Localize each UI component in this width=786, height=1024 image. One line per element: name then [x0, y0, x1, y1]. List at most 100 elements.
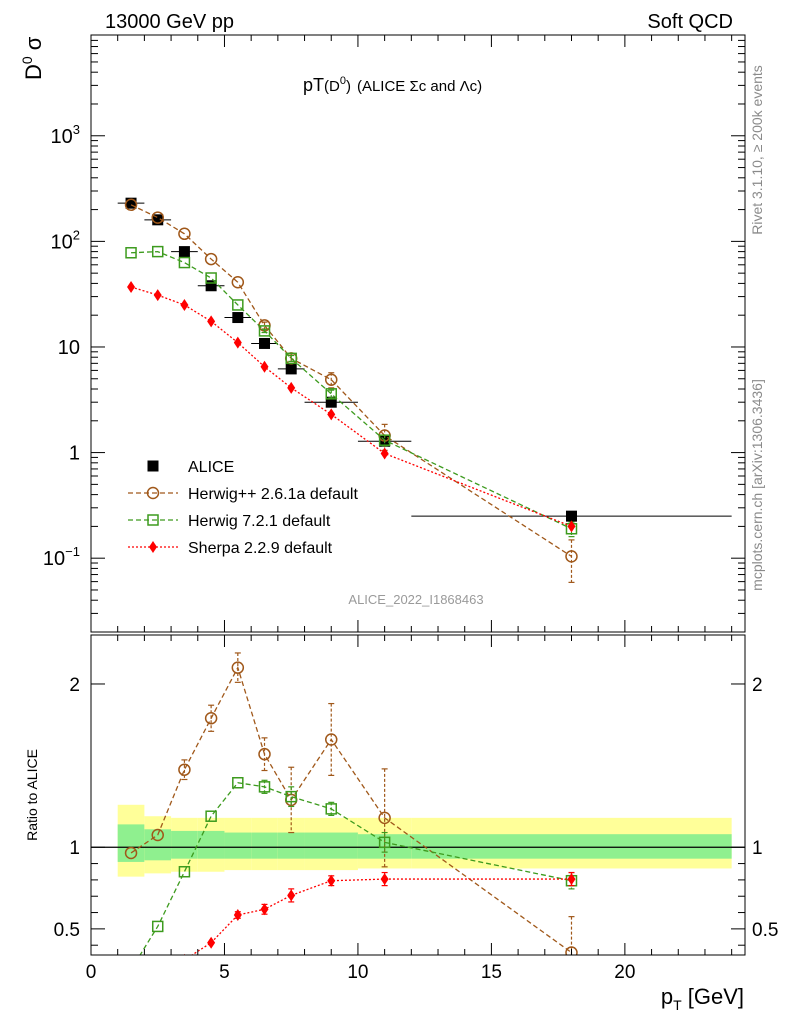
data-point [125, 197, 137, 209]
ratio-point [260, 903, 269, 916]
data-point [178, 256, 191, 269]
uncertainty-band-inner [171, 830, 198, 859]
ratio-point [378, 811, 391, 825]
ratio-line [190, 878, 572, 955]
data-point [233, 336, 242, 349]
data-point [231, 276, 245, 289]
series-line [130, 204, 572, 557]
x-tick-label: 0 [86, 962, 97, 983]
main-series [117, 197, 732, 583]
ratio-point [154, 973, 162, 985]
series-line [131, 250, 572, 530]
data-point [232, 312, 244, 324]
ratio-point [127, 977, 135, 989]
data-point [124, 198, 138, 212]
plot-title: pT(D0) (ALICE Σc and Λc) [303, 75, 482, 95]
data-point [285, 363, 297, 375]
data-point [258, 325, 271, 337]
ratio-point [258, 781, 271, 793]
ratio-point [126, 965, 136, 975]
ratio-point [205, 810, 217, 822]
main-axes: 10−1 1 10 102 103 [43, 34, 746, 633]
main-frame [90, 34, 746, 633]
ratio-series-1 [126, 777, 578, 975]
x-tick-label: 15 [481, 962, 502, 983]
main-y-tick-label: 102 [51, 227, 80, 253]
data-point [565, 510, 577, 522]
ratio-frame [90, 634, 746, 956]
ratio-point [287, 889, 296, 902]
data-point [232, 299, 244, 311]
data-point [207, 315, 216, 328]
legend-marker [146, 486, 160, 500]
legend: ALICE Herwig++ 2.6.1a default Herwig 7.2.1… [128, 459, 358, 557]
ratio-point [151, 828, 164, 842]
data-point [324, 373, 338, 386]
ratio-series-2 [127, 871, 576, 989]
ratio-point [258, 747, 271, 761]
ratio-point [178, 865, 191, 878]
data-point [151, 211, 164, 224]
legend-item-2: Herwig 7.2.1 default [128, 513, 331, 530]
data-point [125, 247, 137, 259]
ratio-point [124, 846, 138, 860]
ratio-point [183, 953, 186, 955]
x-tick-label: 5 [219, 962, 230, 983]
series-line [130, 286, 572, 528]
ratio-point [151, 920, 164, 933]
uncertainty-band-inner [411, 834, 732, 859]
ratio-point [207, 936, 216, 949]
legend-label: Sherpa 2.2.9 default [188, 540, 333, 557]
data-point [151, 245, 164, 258]
legend-label: Herwig++ 2.6.1a default [188, 486, 358, 503]
data-point [152, 214, 164, 226]
data-point [204, 252, 218, 266]
ratio-point [565, 946, 578, 955]
ratio-y-tick-label: 0.5 [54, 920, 80, 941]
uncertainty-band-inner [304, 832, 358, 859]
main-y-tick-label: 10 [58, 337, 80, 359]
data-point [178, 246, 190, 258]
ratio-y-tick-label-right: 1 [752, 838, 763, 859]
main-y-axis-label: D0 σ [19, 36, 46, 80]
legend-item-0: ALICE [147, 459, 234, 476]
ratio-point [378, 836, 391, 849]
legend-item-1: Herwig++ 2.6.1a default [128, 486, 358, 503]
energy-label: 13000 GeV pp [105, 11, 234, 33]
data-point [205, 280, 217, 292]
data-point [325, 396, 337, 408]
x-tick-label: 20 [614, 962, 635, 983]
main-y-tick-label: 10−1 [43, 544, 80, 570]
data-point [285, 352, 297, 365]
data-point [380, 447, 389, 460]
data-point [287, 381, 296, 394]
mcplots-label: mcplots.cern.ch [arXiv:1306.3436] [749, 379, 765, 591]
data-point [327, 408, 336, 421]
main-y-tick-label: 103 [51, 122, 80, 148]
legend-item-3: Sherpa 2.2.9 default [128, 540, 333, 557]
ratio-point [324, 733, 338, 746]
uncertainty-band-inner [277, 832, 305, 859]
ratio-point [325, 803, 337, 815]
ratio-y-tick-label-right: 2 [752, 675, 763, 696]
legend-marker [149, 541, 157, 553]
legend-marker [147, 460, 159, 472]
ratio-point [285, 790, 297, 803]
data-point [260, 360, 269, 373]
legend-label: ALICE [188, 459, 234, 476]
ratio-point [233, 909, 242, 921]
data-point [153, 289, 162, 302]
data-point [259, 337, 271, 349]
data-point [127, 280, 136, 293]
ratio-line [139, 782, 572, 955]
legend-label: Herwig 7.2.1 default [188, 513, 331, 530]
data-point [565, 550, 578, 563]
ratio-bands [91, 804, 745, 877]
series-2 [125, 245, 578, 538]
data-point [325, 388, 337, 400]
ratio-point [327, 874, 336, 887]
uncertainty-band-inner [224, 832, 252, 859]
ratio-point [567, 873, 576, 886]
ratio-y-tick-label: 2 [69, 675, 80, 696]
